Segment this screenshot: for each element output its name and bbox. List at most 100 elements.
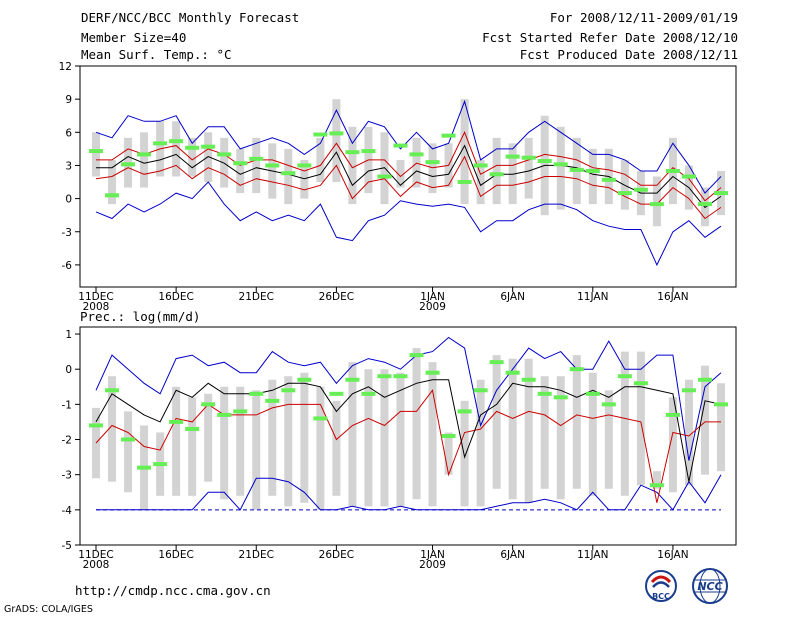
panel2-xtick-label: 16DEC (158, 549, 193, 561)
panel1-median-marker (377, 174, 392, 179)
panel1-median-marker (201, 144, 216, 149)
panel2-ensemble-box (220, 386, 229, 500)
ncc-logo: NCC (692, 568, 728, 604)
panel1-ensemble-box (396, 159, 405, 188)
member-size: Member Size=40 (81, 30, 187, 45)
panel2-xtick-label: 1JAN (420, 549, 445, 561)
panel2-xtick-label: 26DEC (319, 549, 354, 561)
panel1-median-marker (714, 191, 728, 196)
panel2-ytick-label: -4 (62, 505, 73, 517)
panel2-median-marker (665, 412, 680, 417)
panel2-ensemble-box (444, 432, 453, 475)
panel1-ensemble-box (332, 99, 341, 183)
panel2-ensemble-box (268, 379, 277, 496)
panel1-ensemble-box (460, 99, 469, 205)
panel2-ensemble-box (124, 411, 133, 493)
panel2-ensemble-box (572, 355, 581, 489)
panel2-median-marker (649, 483, 664, 488)
panel2-ytick-label: -5 (62, 540, 72, 552)
panel2-median-marker (377, 374, 392, 379)
panel2-ytick-label: -2 (62, 435, 72, 447)
panel1-ensemble-box (556, 126, 565, 210)
panel2-median-marker (153, 462, 168, 467)
panel2-median-marker (137, 465, 152, 470)
panel1-xtick-label: 21DEC (239, 291, 274, 303)
panel2-ytick-label: -1 (62, 399, 72, 411)
panel2-median-marker (441, 434, 456, 438)
grads-credit: GrADS: COLA/IGES (4, 604, 93, 615)
panel2-median-marker (329, 391, 344, 396)
panel2-xtick-year-label: 2009 (419, 559, 446, 571)
panel2-ensemble-box (556, 376, 565, 500)
panel2-ensemble-box (380, 369, 389, 507)
panel2-ensemble-box (460, 400, 469, 507)
panel2-median-marker (489, 360, 504, 365)
panel2-ensemble-box (620, 351, 629, 496)
panel2-median-marker (89, 423, 103, 428)
panel1-median-marker (265, 163, 280, 168)
panel2-median-marker (201, 402, 216, 407)
panel1-ytick-label: 3 (65, 160, 72, 172)
panel1-median-marker (681, 174, 696, 179)
panel2-ensemble-box (636, 351, 645, 486)
panel1-xtick-label: 16JAN (657, 291, 688, 303)
panel2-ensemble-box (524, 358, 533, 503)
panel2-median-marker (313, 416, 328, 421)
panel2-mean-line (95, 379, 722, 482)
panel2-ensemble-box (476, 379, 485, 507)
panel1-median-marker (89, 149, 103, 154)
panel2-median-marker (297, 377, 312, 382)
panel1-ensemble-box (508, 143, 517, 205)
panel1-median-marker (393, 143, 408, 148)
panel2-ensemble-box (348, 362, 357, 507)
panel2-median-marker (185, 426, 200, 431)
panel1-xtick-label: 6JAN (500, 291, 525, 303)
panel1-median-marker (169, 139, 184, 144)
panel2-median-marker (361, 391, 376, 396)
panel2-ytick-label: -3 (62, 470, 72, 482)
panel2-ensemble-box (92, 407, 100, 479)
panel2-median-marker (633, 381, 648, 386)
panel1-median-marker (569, 167, 584, 172)
panel2-ensemble-box (652, 471, 661, 489)
panel1-median-marker (617, 191, 632, 196)
panel1-xtick-label: 16DEC (158, 291, 193, 303)
panel1-ensemble-box (316, 137, 325, 183)
forecast-period: For 2008/12/11-2009/01/19 (549, 10, 738, 25)
panel2-median-marker (121, 437, 136, 442)
panel2-ensemble-box (717, 383, 725, 472)
panel2-median-marker (425, 370, 440, 375)
panel1-ensemble-box (428, 143, 437, 194)
panel1-xtick-year-label: 2008 (83, 301, 110, 313)
panel2-ensemble-box (604, 390, 613, 489)
panel2-ensemble-box (412, 348, 421, 500)
ncc-logo-text: NCC (697, 580, 722, 593)
panel1-ensemble-box (492, 137, 501, 205)
panel2-xtick-label: 11JAN (577, 549, 608, 561)
bcc-logo: BCC (645, 570, 677, 602)
panel2-ensemble-box (684, 379, 693, 486)
panel2-ensemble-box (172, 386, 181, 496)
source-url[interactable]: http://cmdp.ncc.cma.gov.cn (75, 583, 271, 598)
panel1-max-line (95, 99, 722, 194)
panel1-ytick-label: -3 (62, 227, 72, 239)
panel1-ytick-label: 9 (65, 94, 72, 106)
panel2-median-marker (537, 391, 552, 396)
panel2-median-marker (409, 353, 424, 358)
panel2-ensemble-box (188, 397, 197, 496)
panel1-median-marker (473, 163, 488, 168)
panel2-ensemble-box (428, 362, 437, 507)
panel2-median-marker (585, 391, 600, 396)
panel1-median-marker (489, 172, 504, 177)
panel1-spread-lower-line (95, 155, 722, 220)
panel2-xtick-year-label: 2008 (83, 559, 110, 571)
panel1-ensemble-box (652, 176, 661, 227)
panel1-median-marker (233, 161, 248, 166)
panel2-median-marker (681, 388, 696, 393)
panel1-median-marker (297, 163, 312, 168)
panel2-median-marker (345, 377, 360, 382)
panel1-median-marker (409, 152, 424, 157)
panel1-xtick-label: 1JAN (420, 291, 445, 303)
panel1-ytick-label: 0 (65, 194, 72, 206)
